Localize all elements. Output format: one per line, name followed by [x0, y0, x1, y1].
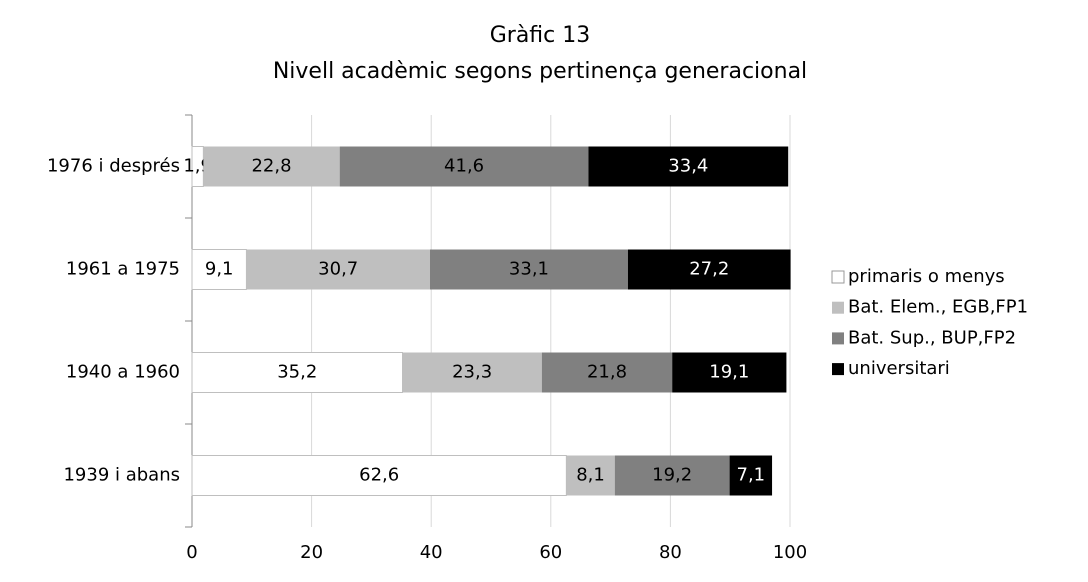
bar-segment — [246, 249, 431, 290]
x-tick-label: 80 — [659, 542, 682, 563]
bar-segment — [339, 146, 589, 187]
data-label: 21,8 — [587, 362, 627, 383]
x-tick-label: 40 — [420, 542, 443, 563]
bar-segment — [614, 455, 730, 496]
legend-swatch — [832, 332, 844, 345]
data-label: 22,8 — [251, 156, 291, 177]
legend-swatch — [832, 363, 844, 376]
x-tick-label: 100 — [773, 542, 807, 563]
bar-segment — [541, 352, 673, 393]
bar-segment — [588, 146, 789, 187]
data-label: 9,1 — [205, 259, 234, 280]
legend-label: Bat. Elem., EGB,FP1 — [848, 297, 1028, 318]
chart-subtitle: Nivell acadèmic segons pertinença genera… — [273, 59, 807, 84]
data-label: 41,6 — [444, 156, 484, 177]
bar-segment — [627, 249, 791, 290]
x-tick-label: 60 — [539, 542, 562, 563]
bar-segment — [402, 352, 542, 393]
bar-segment — [566, 455, 615, 496]
data-label: 19,2 — [652, 465, 692, 486]
data-label: 27,2 — [689, 259, 729, 280]
data-label: 30,7 — [318, 259, 358, 280]
data-label: 19,1 — [709, 362, 749, 383]
legend-swatch — [831, 270, 845, 284]
data-label: 62,6 — [359, 465, 399, 486]
data-label: 35,2 — [277, 362, 317, 383]
x-tick-label: 20 — [300, 542, 323, 563]
bar-segment — [191, 455, 567, 496]
bar-segment — [191, 352, 403, 393]
legend-label: primaris o menys — [848, 266, 1005, 287]
y-tick-label: 1940 a 1960 — [66, 362, 180, 383]
chart-title: Gràfic 13 — [490, 23, 591, 48]
y-tick-label: 1939 i abans — [63, 465, 180, 486]
y-tick-label: 1976 i després — [47, 156, 180, 177]
bar-segment — [430, 249, 628, 290]
legend-label: Bat. Sup., BUP,FP2 — [848, 327, 1016, 348]
bar-segment — [729, 455, 773, 496]
legend-swatch — [832, 301, 844, 314]
bar-segment — [672, 352, 787, 393]
data-label: 7,1 — [737, 465, 766, 486]
legend-label: universitari — [848, 358, 950, 379]
bar-segment — [203, 146, 340, 187]
x-tick-label: 0 — [186, 542, 197, 563]
data-label: 8,1 — [576, 465, 605, 486]
y-tick-label: 1961 a 1975 — [66, 259, 180, 280]
data-label: 33,4 — [668, 156, 708, 177]
data-label: 23,3 — [452, 362, 492, 383]
bar-segment — [191, 249, 247, 290]
data-label: 33,1 — [509, 259, 549, 280]
